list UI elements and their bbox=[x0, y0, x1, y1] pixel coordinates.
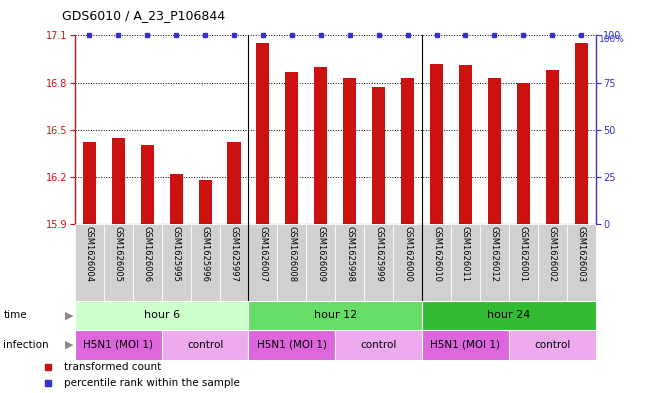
Text: GDS6010 / A_23_P106844: GDS6010 / A_23_P106844 bbox=[62, 9, 225, 22]
Text: ▶: ▶ bbox=[65, 340, 74, 350]
Bar bbox=[401, 78, 414, 224]
Text: GSM1626006: GSM1626006 bbox=[143, 226, 152, 283]
Text: GSM1626007: GSM1626007 bbox=[258, 226, 268, 283]
Text: infection: infection bbox=[3, 340, 49, 350]
Text: H5N1 (MOI 1): H5N1 (MOI 1) bbox=[430, 340, 501, 350]
Bar bbox=[141, 145, 154, 224]
Text: hour 12: hour 12 bbox=[314, 310, 357, 320]
Text: GSM1626008: GSM1626008 bbox=[287, 226, 296, 283]
Text: control: control bbox=[361, 340, 397, 350]
Bar bbox=[285, 72, 298, 224]
Bar bbox=[249, 301, 422, 330]
Bar bbox=[364, 224, 393, 301]
Text: GSM1625996: GSM1625996 bbox=[201, 226, 210, 282]
Text: GSM1625997: GSM1625997 bbox=[230, 226, 238, 282]
Text: control: control bbox=[187, 340, 223, 350]
Text: percentile rank within the sample: percentile rank within the sample bbox=[64, 378, 240, 388]
Bar bbox=[161, 330, 249, 360]
Bar bbox=[422, 301, 596, 330]
Bar bbox=[343, 78, 356, 224]
Text: GSM1625999: GSM1625999 bbox=[374, 226, 383, 282]
Bar bbox=[75, 224, 104, 301]
Bar bbox=[538, 224, 567, 301]
Bar bbox=[277, 224, 307, 301]
Text: GSM1625998: GSM1625998 bbox=[345, 226, 354, 282]
Text: 100%: 100% bbox=[599, 35, 625, 44]
Bar bbox=[509, 224, 538, 301]
Text: GSM1626001: GSM1626001 bbox=[519, 226, 528, 282]
Bar bbox=[422, 330, 509, 360]
Bar bbox=[335, 224, 364, 301]
Text: GSM1626009: GSM1626009 bbox=[316, 226, 326, 282]
Bar bbox=[249, 224, 277, 301]
Bar bbox=[372, 87, 385, 224]
Bar bbox=[75, 330, 161, 360]
Text: time: time bbox=[3, 310, 27, 320]
Bar bbox=[112, 138, 125, 224]
Bar bbox=[546, 70, 559, 224]
Bar bbox=[459, 65, 472, 224]
Bar bbox=[75, 301, 249, 330]
Text: ▶: ▶ bbox=[65, 310, 74, 320]
Bar bbox=[575, 43, 588, 224]
Bar bbox=[480, 224, 509, 301]
Text: GSM1626011: GSM1626011 bbox=[461, 226, 470, 282]
Bar bbox=[314, 67, 327, 224]
Bar bbox=[393, 224, 422, 301]
Text: transformed count: transformed count bbox=[64, 362, 161, 372]
Bar bbox=[307, 224, 335, 301]
Text: GSM1625995: GSM1625995 bbox=[172, 226, 180, 282]
Bar bbox=[219, 224, 249, 301]
Text: GSM1626000: GSM1626000 bbox=[403, 226, 412, 282]
Bar bbox=[488, 78, 501, 224]
Bar bbox=[161, 224, 191, 301]
Bar bbox=[509, 330, 596, 360]
Text: GSM1626003: GSM1626003 bbox=[577, 226, 586, 283]
Text: hour 6: hour 6 bbox=[144, 310, 180, 320]
Bar bbox=[227, 142, 240, 224]
Bar bbox=[199, 180, 212, 224]
Bar bbox=[170, 174, 183, 224]
Bar bbox=[83, 142, 96, 224]
Text: GSM1626002: GSM1626002 bbox=[547, 226, 557, 282]
Text: GSM1626010: GSM1626010 bbox=[432, 226, 441, 282]
Text: GSM1626012: GSM1626012 bbox=[490, 226, 499, 282]
Text: H5N1 (MOI 1): H5N1 (MOI 1) bbox=[257, 340, 327, 350]
Text: GSM1626005: GSM1626005 bbox=[114, 226, 123, 282]
Bar bbox=[335, 330, 422, 360]
Text: hour 24: hour 24 bbox=[487, 310, 531, 320]
Bar bbox=[249, 330, 335, 360]
Bar bbox=[422, 224, 451, 301]
Text: GSM1626004: GSM1626004 bbox=[85, 226, 94, 282]
Text: control: control bbox=[534, 340, 570, 350]
Bar bbox=[104, 224, 133, 301]
Bar bbox=[191, 224, 219, 301]
Bar bbox=[430, 64, 443, 224]
Bar bbox=[256, 43, 270, 224]
Bar bbox=[567, 224, 596, 301]
Bar bbox=[133, 224, 161, 301]
Bar bbox=[451, 224, 480, 301]
Text: H5N1 (MOI 1): H5N1 (MOI 1) bbox=[83, 340, 153, 350]
Bar bbox=[517, 83, 530, 224]
